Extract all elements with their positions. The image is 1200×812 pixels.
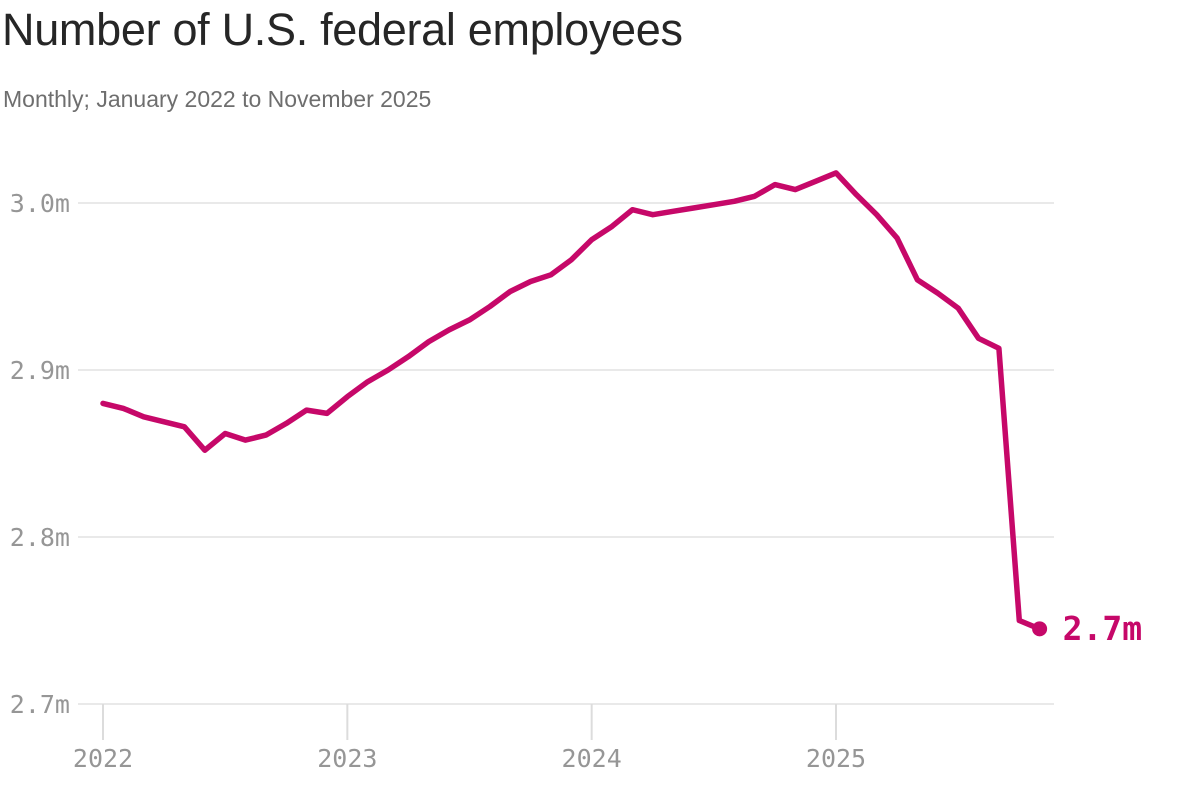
x-axis-label: 2022 [73,744,133,773]
chart-title: Number of U.S. federal employees [2,4,683,55]
trend-line [100,170,1043,632]
x-axis-label: 2025 [806,744,866,773]
y-axis-label: 2.9m [10,356,70,385]
y-axis-label: 2.8m [10,523,70,552]
end-point-dot [1032,621,1048,637]
x-axis-label: 2024 [562,744,622,773]
y-axis-label: 2.7m [10,690,70,719]
x-axis-label: 2023 [317,744,377,773]
end-value-label: 2.7m [1063,609,1142,648]
chart-subtitle: Monthly; January 2022 to November 2025 [3,86,432,112]
y-axis-label: 3.0m [10,189,70,218]
